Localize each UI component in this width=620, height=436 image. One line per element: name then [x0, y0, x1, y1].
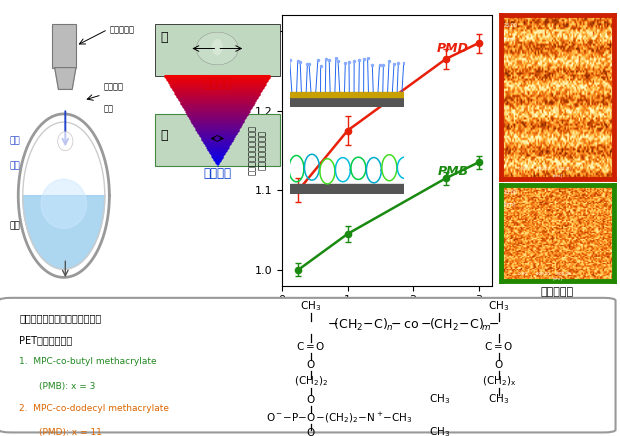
FancyBboxPatch shape: [154, 114, 280, 166]
Text: $\mathrm{(CH_2)_2}$: $\mathrm{(CH_2)_2}$: [293, 375, 327, 388]
Text: (PMD): x = 11: (PMD): x = 11: [40, 428, 102, 436]
Text: $\mathrm{CH_3}$: $\mathrm{CH_3}$: [429, 426, 450, 436]
Text: 2.  MPC-co-dodecyl methacrylate: 2. MPC-co-dodecyl methacrylate: [19, 404, 169, 412]
Text: $\mathrm{O}$: $\mathrm{O}$: [306, 393, 316, 405]
Text: 10.00: 10.00: [503, 190, 517, 195]
Ellipse shape: [211, 39, 223, 55]
Text: [nm]: [nm]: [503, 201, 515, 207]
Text: 液体: 液体: [10, 221, 20, 230]
Bar: [290, 97, 404, 107]
Ellipse shape: [197, 32, 238, 65]
Text: 領域: 領域: [104, 104, 113, 113]
Text: 噴流: 噴流: [10, 161, 20, 170]
Text: 低親水性: 低親水性: [203, 78, 231, 90]
Text: 小: 小: [161, 129, 168, 142]
Text: 1.  MPC-co-butyl methacrylate: 1. MPC-co-butyl methacrylate: [19, 357, 157, 366]
Text: $\mathrm{(CH_2)_x}$: $\mathrm{(CH_2)_x}$: [482, 375, 516, 388]
Ellipse shape: [58, 132, 73, 151]
Text: 0.00       400.00     800.00: 0.00 400.00 800.00: [518, 272, 570, 276]
Polygon shape: [23, 196, 105, 269]
FancyBboxPatch shape: [154, 24, 280, 76]
Polygon shape: [55, 68, 76, 89]
Bar: [290, 184, 404, 194]
Text: 液体排除: 液体排除: [104, 82, 123, 91]
Text: [nm]: [nm]: [552, 276, 562, 280]
Text: $\mathrm{O^-\!\!-\!P\!-\!O\!-\!(CH_2)_2\!-\!N^+\!\!-\!CH_3}$: $\mathrm{O^-\!\!-\!P\!-\!O\!-\!(CH_2)_2\…: [267, 410, 413, 425]
Text: [nm]: [nm]: [503, 37, 515, 41]
Text: 25.00: 25.00: [503, 24, 517, 28]
Text: $\mathrm{O}$: $\mathrm{O}$: [494, 358, 503, 370]
Text: 空気ノズル: 空気ノズル: [109, 25, 135, 34]
Text: ポリマーコーティングを施した: ポリマーコーティングを施した: [19, 313, 102, 323]
Text: $\mathrm{O}$: $\mathrm{O}$: [306, 426, 316, 436]
Text: 空気: 空気: [10, 136, 20, 146]
Text: $\mathrm{CH_3}$: $\mathrm{CH_3}$: [429, 392, 450, 406]
Text: 0.00       400.00     800.00: 0.00 400.00 800.00: [518, 167, 570, 170]
Text: 大: 大: [161, 31, 168, 44]
Text: 高親水性: 高親水性: [203, 167, 231, 181]
Text: (PMB): x = 3: (PMB): x = 3: [40, 382, 96, 391]
Text: 表面の様子: 表面の様子: [541, 287, 574, 297]
Ellipse shape: [208, 129, 227, 148]
Text: $\mathrm{O}$: $\mathrm{O}$: [306, 358, 316, 370]
Ellipse shape: [41, 179, 87, 228]
X-axis label: 液体に浸けた時間（時間）: 液体に浸けた時間（時間）: [352, 311, 422, 321]
Text: PMB: PMB: [438, 165, 469, 178]
Text: $\mathrm{CH_3}$: $\mathrm{CH_3}$: [488, 299, 509, 313]
Text: [nm]: [nm]: [552, 173, 562, 177]
Text: $\mathrm{CH_3}$: $\mathrm{CH_3}$: [300, 299, 321, 313]
Text: PMD: PMD: [436, 42, 469, 55]
Text: $-\!\!\left(\mathrm{CH_2\!-\!C}\right)_{\!n}\!\!-\mathrm{co}-\!\!\left(\mathrm{C: $-\!\!\left(\mathrm{CH_2\!-\!C}\right)_{…: [327, 317, 500, 334]
Text: 液体排除領域の大きさ
（初期状態＝１）: 液体排除領域の大きさ （初期状態＝１）: [247, 126, 267, 175]
Bar: [290, 92, 404, 97]
Text: $\mathrm{CH_3}$: $\mathrm{CH_3}$: [488, 392, 509, 406]
Text: PETフィルム表面: PETフィルム表面: [19, 335, 73, 345]
Bar: [53, 24, 76, 68]
Text: $\mathrm{C{=}O}$: $\mathrm{C{=}O}$: [296, 340, 326, 352]
FancyBboxPatch shape: [0, 298, 616, 433]
Text: $\mathrm{C{=}O}$: $\mathrm{C{=}O}$: [484, 340, 513, 352]
